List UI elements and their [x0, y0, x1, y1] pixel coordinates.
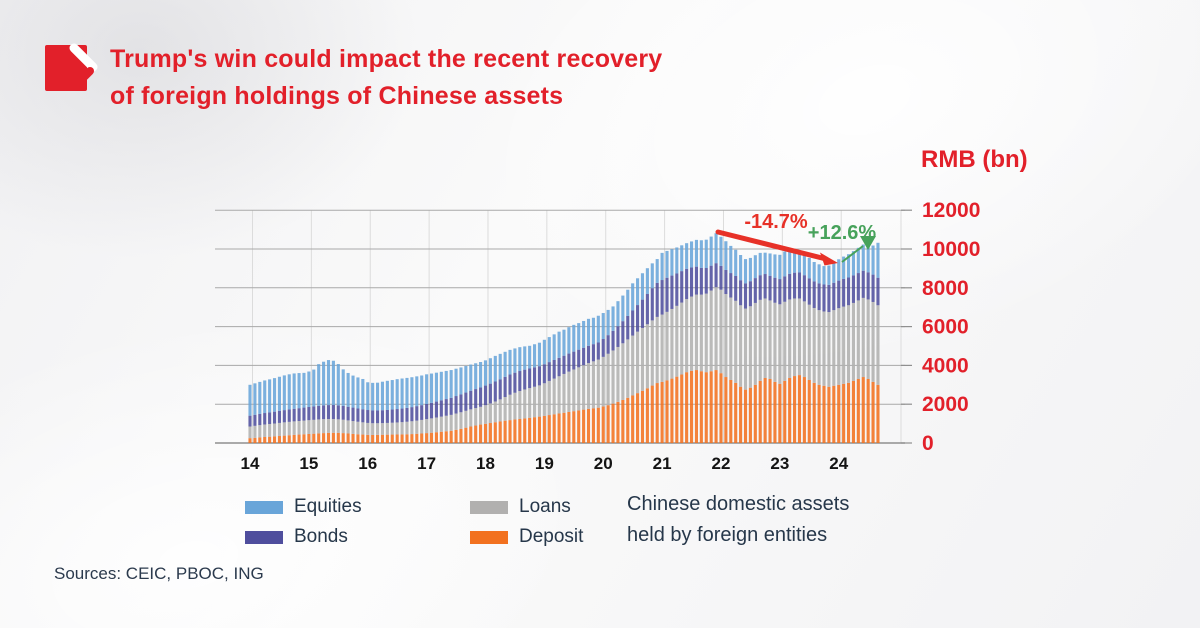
svg-text:4000: 4000: [922, 354, 969, 377]
svg-text:24: 24: [829, 454, 848, 473]
page-title-line2: of foreign holdings of Chinese assets: [110, 82, 564, 110]
brand-logo-icon: [45, 43, 98, 91]
svg-text:10000: 10000: [922, 238, 980, 261]
svg-text:16: 16: [358, 454, 377, 473]
bonds-swatch-icon: [245, 530, 283, 544]
svg-text:14: 14: [241, 454, 260, 473]
equities-swatch-icon: [245, 500, 283, 514]
svg-text:20: 20: [594, 454, 613, 473]
svg-text:23: 23: [770, 454, 789, 473]
svg-text:6000: 6000: [922, 316, 969, 339]
loans-swatch-icon: [470, 500, 508, 514]
svg-text:17: 17: [417, 454, 436, 473]
svg-text:15: 15: [299, 454, 318, 473]
svg-text:21: 21: [653, 454, 672, 473]
svg-text:8000: 8000: [922, 277, 969, 300]
svg-text:12000: 12000: [922, 199, 980, 222]
legend-column-2: Loans Deposit: [470, 492, 583, 552]
legend-item-bonds: Bonds: [245, 522, 362, 552]
legend-column-1: Equities Bonds: [245, 492, 362, 552]
svg-text:0: 0: [922, 432, 934, 455]
chart-svg: 0 2000 4000 6000 8000 10000 12000 14 15 16 17 18 19 2…: [215, 199, 980, 473]
svg-text:2000: 2000: [922, 393, 969, 416]
legend-item-equities: Equities: [245, 492, 362, 522]
svg-text:18: 18: [476, 454, 495, 473]
deposit-swatch-icon: [470, 530, 508, 544]
page-title: Trump's win could impact the recent reco…: [110, 41, 662, 115]
legend-label: Deposit: [519, 526, 584, 547]
chart-note-line1: Chinese domestic assets: [627, 493, 850, 515]
chart-note-line2: held by foreign entities: [627, 524, 828, 546]
annotation-gain-label: +12.6%: [807, 222, 877, 244]
page-title-line1: Trump's win could impact the recent reco…: [110, 45, 663, 73]
legend-label: Equities: [294, 496, 362, 517]
legend-item-deposit: Deposit: [470, 522, 583, 552]
y-axis-unit-label: RMB (bn): [921, 146, 1028, 173]
legend-label: Loans: [519, 496, 571, 517]
sources-text: Sources: CEIC, PBOC, ING: [54, 564, 264, 583]
chart-note: Chinese domestic assets held by foreign …: [627, 489, 849, 551]
svg-text:22: 22: [712, 454, 731, 473]
legend-label: Bonds: [294, 526, 348, 547]
svg-text:19: 19: [535, 454, 554, 473]
legend-item-loans: Loans: [470, 492, 583, 522]
